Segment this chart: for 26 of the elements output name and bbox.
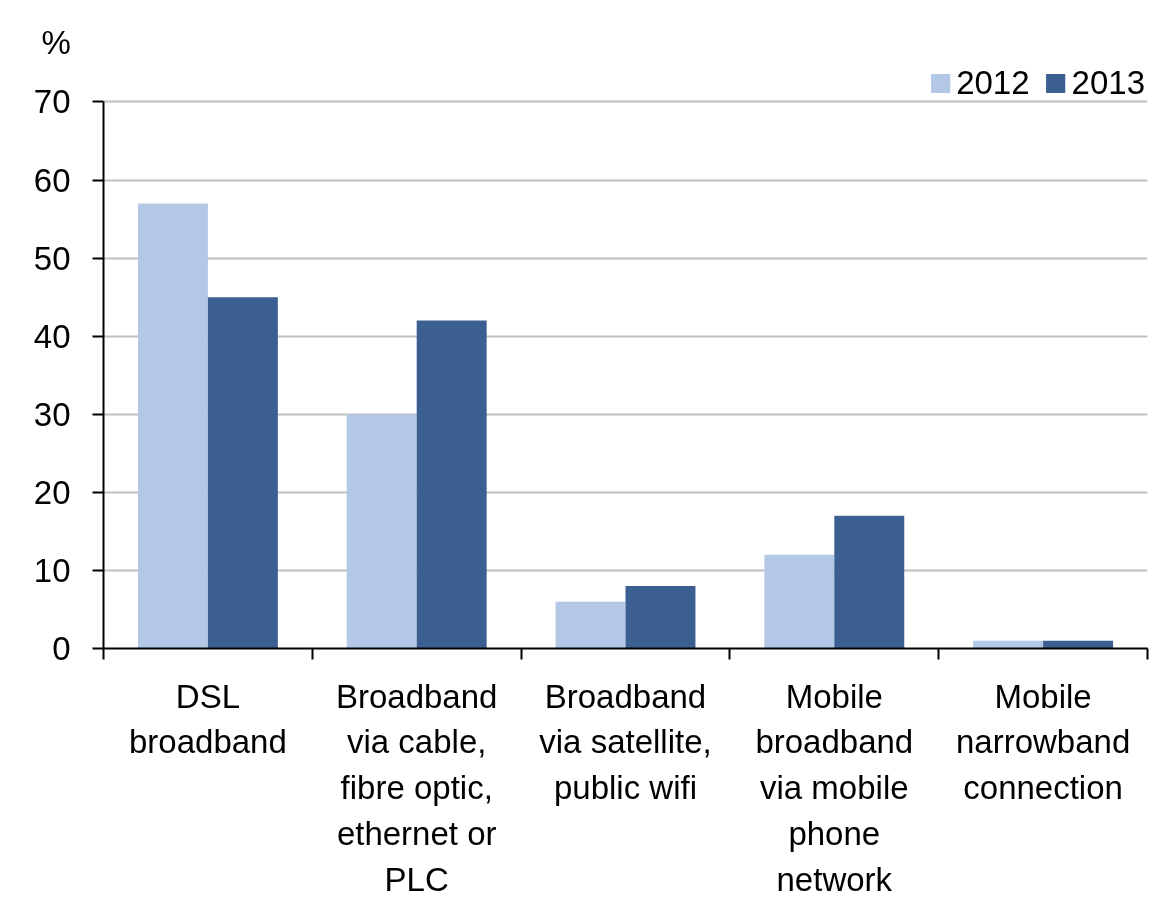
x-tick-label: Mobile narrowband connection [955,677,1131,807]
bar [416,320,487,649]
bar [973,640,1044,649]
y-tick-label: 50 [33,239,71,277]
x-tick-label: Broadband via satellite, public wifi [539,677,712,807]
y-tick-label: 0 [52,630,71,667]
bar [137,203,208,649]
y-tick-label: 10 [33,551,71,589]
y-tick-label: 70 [33,83,71,121]
bar [555,601,626,649]
legend-label: 2012 [956,64,1030,102]
x-tick-label: Mobile broadband via mobile phone network [755,677,914,899]
y-tick-label: 40 [33,317,71,355]
x-tick-label: DSL broadband [128,677,287,761]
bar [346,414,417,649]
y-tick-label: 30 [33,395,71,433]
legend-label: 2013 [1071,64,1145,102]
bar [625,586,696,649]
bar [764,554,835,649]
y-tick-label: 20 [33,473,71,511]
y-axis-title: % [41,23,71,61]
x-tick-label: Broadband via cable, fibre optic, ethernet or PLC [335,677,498,899]
bar [207,297,278,649]
bar [1043,640,1114,649]
y-tick-label: 60 [33,161,71,199]
bar [834,515,905,649]
